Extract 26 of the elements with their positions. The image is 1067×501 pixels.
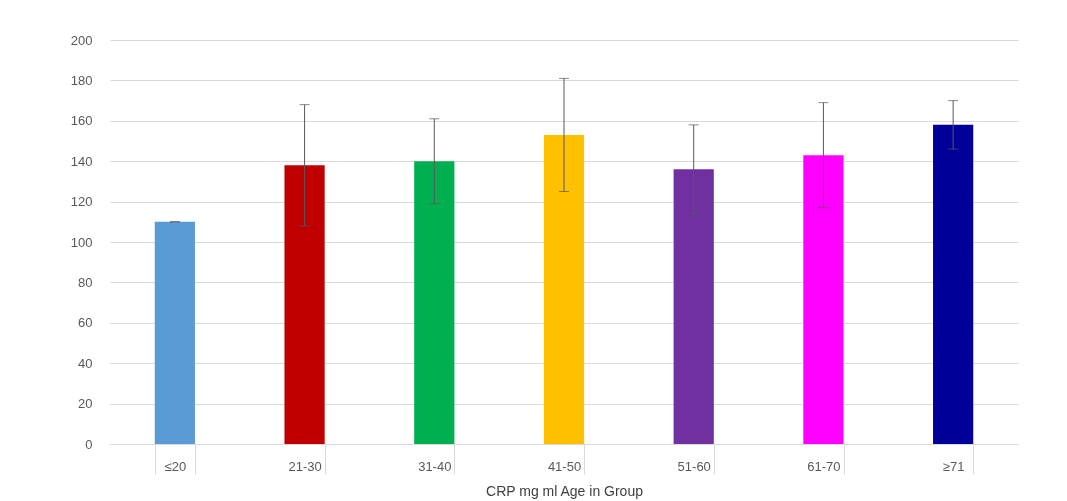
x-tick-label: 51-60 <box>677 458 711 474</box>
x-tick-label: 31-40 <box>418 458 452 474</box>
bar <box>154 221 195 444</box>
bar <box>803 155 844 444</box>
y-tick-label: 20 <box>78 396 93 412</box>
bar <box>284 165 325 444</box>
x-tick-label: ≥71 <box>942 458 965 474</box>
x-tick-label: 21-30 <box>288 458 322 474</box>
y-tick-label: 140 <box>70 153 93 169</box>
y-tick-label: 160 <box>70 113 93 129</box>
x-tick-label: 61-70 <box>807 458 841 474</box>
y-tick-label: 120 <box>70 194 93 210</box>
bar <box>414 161 455 444</box>
y-tick-label: 200 <box>70 32 93 48</box>
y-tick-label: 40 <box>78 355 93 371</box>
x-tick-label: 41-50 <box>547 458 582 474</box>
x-axis-title: CRP mg ml Age in Group <box>486 483 644 499</box>
x-tick-label: ≤20 <box>164 458 187 474</box>
y-tick-label: 80 <box>78 274 93 290</box>
bar <box>673 169 714 444</box>
y-tick-label: 180 <box>70 72 93 88</box>
bar <box>933 124 974 444</box>
y-tick-label: 60 <box>78 315 93 331</box>
y-tick-label: 0 <box>85 436 93 452</box>
bar <box>543 134 585 444</box>
y-tick-label: 100 <box>70 234 93 250</box>
